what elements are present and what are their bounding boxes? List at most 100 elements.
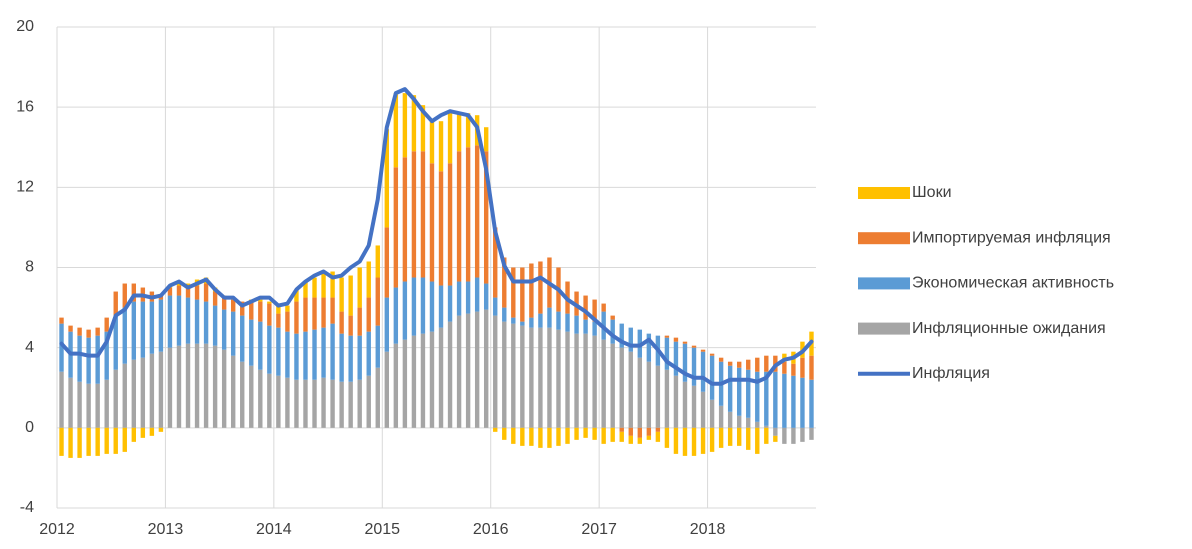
bar bbox=[366, 375, 371, 428]
bar bbox=[194, 343, 200, 428]
bar bbox=[68, 377, 73, 428]
bar bbox=[158, 299, 164, 352]
bar bbox=[483, 283, 489, 310]
bar bbox=[375, 277, 380, 326]
bar bbox=[294, 333, 299, 380]
bar bbox=[709, 399, 715, 428]
bar bbox=[691, 345, 697, 348]
bar bbox=[59, 317, 64, 324]
bar bbox=[664, 335, 670, 338]
bar bbox=[240, 315, 245, 362]
bar bbox=[240, 361, 245, 428]
bar bbox=[691, 427, 697, 456]
bar bbox=[59, 427, 64, 456]
bar bbox=[655, 427, 661, 432]
bar bbox=[149, 427, 155, 436]
bar bbox=[420, 105, 426, 152]
bar bbox=[736, 427, 742, 446]
legend-label: Экономическая активность bbox=[912, 275, 1114, 292]
bar bbox=[502, 427, 507, 440]
bar bbox=[276, 327, 281, 376]
bar bbox=[773, 371, 778, 428]
bar bbox=[782, 373, 787, 428]
bar bbox=[718, 405, 724, 428]
bar bbox=[113, 369, 118, 428]
bar bbox=[791, 375, 796, 428]
bar bbox=[456, 281, 462, 316]
bar bbox=[285, 377, 290, 428]
bar bbox=[176, 285, 182, 296]
bar bbox=[809, 379, 814, 428]
bar bbox=[384, 129, 390, 228]
bar bbox=[520, 325, 525, 428]
bar bbox=[140, 357, 146, 428]
bar bbox=[736, 367, 742, 416]
bar bbox=[764, 427, 769, 444]
bar bbox=[140, 301, 146, 358]
bar bbox=[628, 351, 633, 428]
bar bbox=[610, 427, 615, 442]
bar bbox=[366, 331, 371, 376]
bar bbox=[447, 321, 453, 428]
bar bbox=[203, 301, 209, 344]
bar bbox=[330, 323, 335, 380]
bar bbox=[68, 427, 73, 458]
bar bbox=[727, 411, 733, 428]
bar bbox=[655, 431, 661, 442]
bar bbox=[77, 327, 82, 336]
bar bbox=[294, 301, 299, 334]
bar bbox=[384, 351, 390, 428]
bar bbox=[339, 333, 344, 382]
bar bbox=[637, 437, 643, 444]
bar bbox=[493, 315, 498, 428]
bar bbox=[592, 321, 597, 336]
bar bbox=[628, 435, 633, 444]
legend-swatch bbox=[858, 187, 910, 199]
bar bbox=[538, 261, 543, 314]
bar bbox=[520, 427, 525, 446]
bar bbox=[212, 305, 218, 346]
bar bbox=[357, 379, 362, 428]
bar bbox=[465, 113, 471, 148]
bar bbox=[809, 427, 814, 440]
bar bbox=[438, 285, 444, 328]
bar bbox=[764, 425, 769, 428]
bar bbox=[86, 337, 91, 384]
bar bbox=[276, 375, 281, 428]
bar bbox=[68, 325, 73, 332]
bar bbox=[357, 267, 362, 308]
bar bbox=[95, 327, 100, 336]
bar bbox=[249, 301, 254, 320]
bar bbox=[185, 343, 191, 428]
bar bbox=[59, 323, 64, 372]
bar bbox=[285, 331, 290, 378]
x-tick-label: 2013 bbox=[148, 521, 184, 538]
bar bbox=[321, 297, 326, 328]
bar bbox=[746, 359, 751, 370]
bar bbox=[104, 317, 109, 332]
bar bbox=[547, 327, 552, 428]
bar bbox=[267, 373, 272, 428]
bar bbox=[592, 299, 597, 322]
bar bbox=[610, 315, 615, 320]
bar bbox=[601, 303, 606, 312]
bar bbox=[167, 287, 173, 296]
bar bbox=[637, 427, 643, 438]
bar bbox=[411, 95, 417, 152]
bar bbox=[212, 291, 218, 306]
bar bbox=[258, 301, 263, 322]
bar bbox=[592, 427, 597, 440]
bar bbox=[574, 315, 579, 334]
bar bbox=[664, 427, 670, 448]
bar bbox=[113, 427, 118, 454]
bar bbox=[782, 427, 787, 444]
bar bbox=[194, 299, 200, 344]
bar bbox=[131, 359, 137, 428]
bar bbox=[791, 427, 796, 444]
bar bbox=[258, 369, 263, 428]
bar bbox=[502, 257, 507, 308]
bar bbox=[755, 427, 760, 454]
bar bbox=[556, 329, 561, 428]
bar bbox=[520, 321, 525, 326]
bar bbox=[384, 297, 390, 352]
